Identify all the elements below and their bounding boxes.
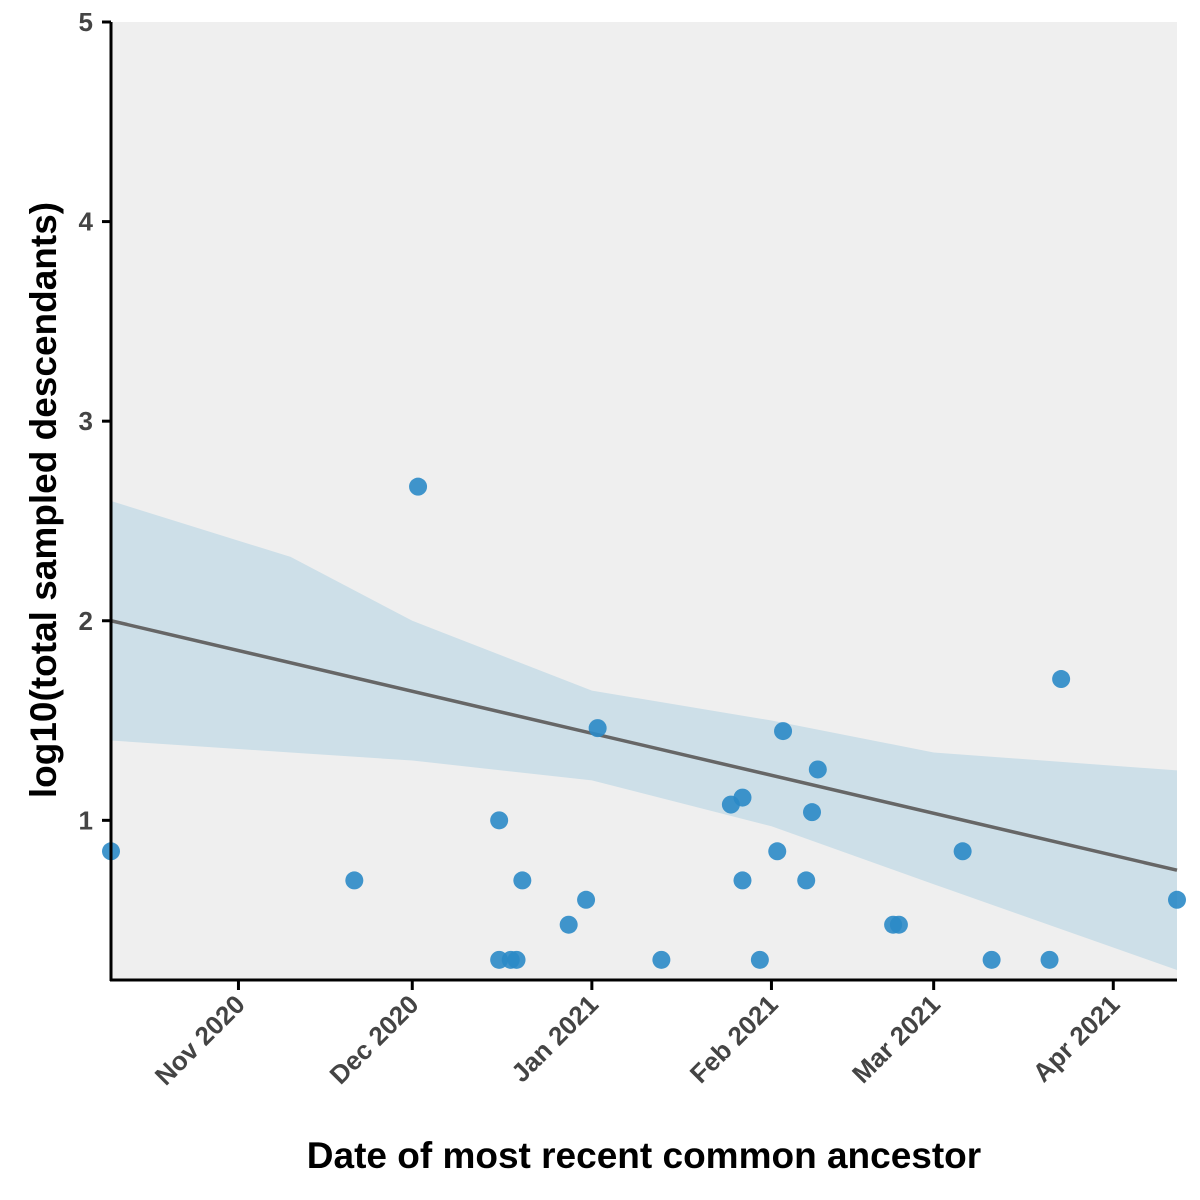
data-point: [750, 950, 769, 969]
y-tick-label: 2: [79, 606, 93, 636]
data-point: [507, 950, 526, 969]
confidence-band-layer: [111, 501, 1177, 970]
y-tick-label: 4: [79, 207, 94, 237]
x-tick-label: Mar 2021: [846, 989, 946, 1089]
data-point: [774, 722, 793, 741]
x-tick-label: Apr 2021: [1027, 989, 1126, 1088]
data-point: [513, 871, 532, 890]
x-tick-label: Feb 2021: [684, 989, 784, 1089]
data-point: [889, 915, 908, 934]
data-point: [953, 842, 972, 861]
data-point: [1040, 950, 1059, 969]
data-point: [797, 871, 816, 890]
data-point: [1168, 890, 1186, 909]
data-point: [490, 811, 509, 830]
y-tick-label: 1: [79, 805, 93, 835]
data-point: [982, 950, 1001, 969]
data-point: [345, 871, 364, 890]
x-axis-ticks: Nov 2020 Dec 2020 Jan 2021 Feb 2021 Mar 2021…: [149, 980, 1126, 1091]
x-axis-title: Date of most recent common ancestor: [307, 1135, 981, 1176]
fit-line-layer: [110, 619, 1178, 872]
confidence-band: [111, 501, 1177, 970]
x-tick-label: Dec 2020: [324, 989, 425, 1090]
y-tick-label: 5: [79, 7, 93, 37]
y-axis-ticks: 1 2 3 4 5: [79, 7, 111, 835]
x-tick-label: Nov 2020: [149, 989, 251, 1091]
y-axis-title: log10(total sampled descendants): [23, 202, 64, 798]
data-point: [808, 760, 827, 779]
x-tick-label: Jan 2021: [505, 989, 604, 1088]
data-point: [652, 950, 671, 969]
data-point: [588, 719, 607, 738]
data-point: [1052, 670, 1071, 689]
data-point: [577, 890, 596, 909]
data-point: [409, 477, 428, 496]
data-point: [733, 871, 752, 890]
data-point: [733, 788, 752, 807]
y-tick-label: 3: [79, 406, 93, 436]
data-point: [803, 803, 822, 822]
data-point: [559, 915, 578, 934]
fit-line: [110, 619, 1178, 872]
data-point: [768, 842, 787, 861]
